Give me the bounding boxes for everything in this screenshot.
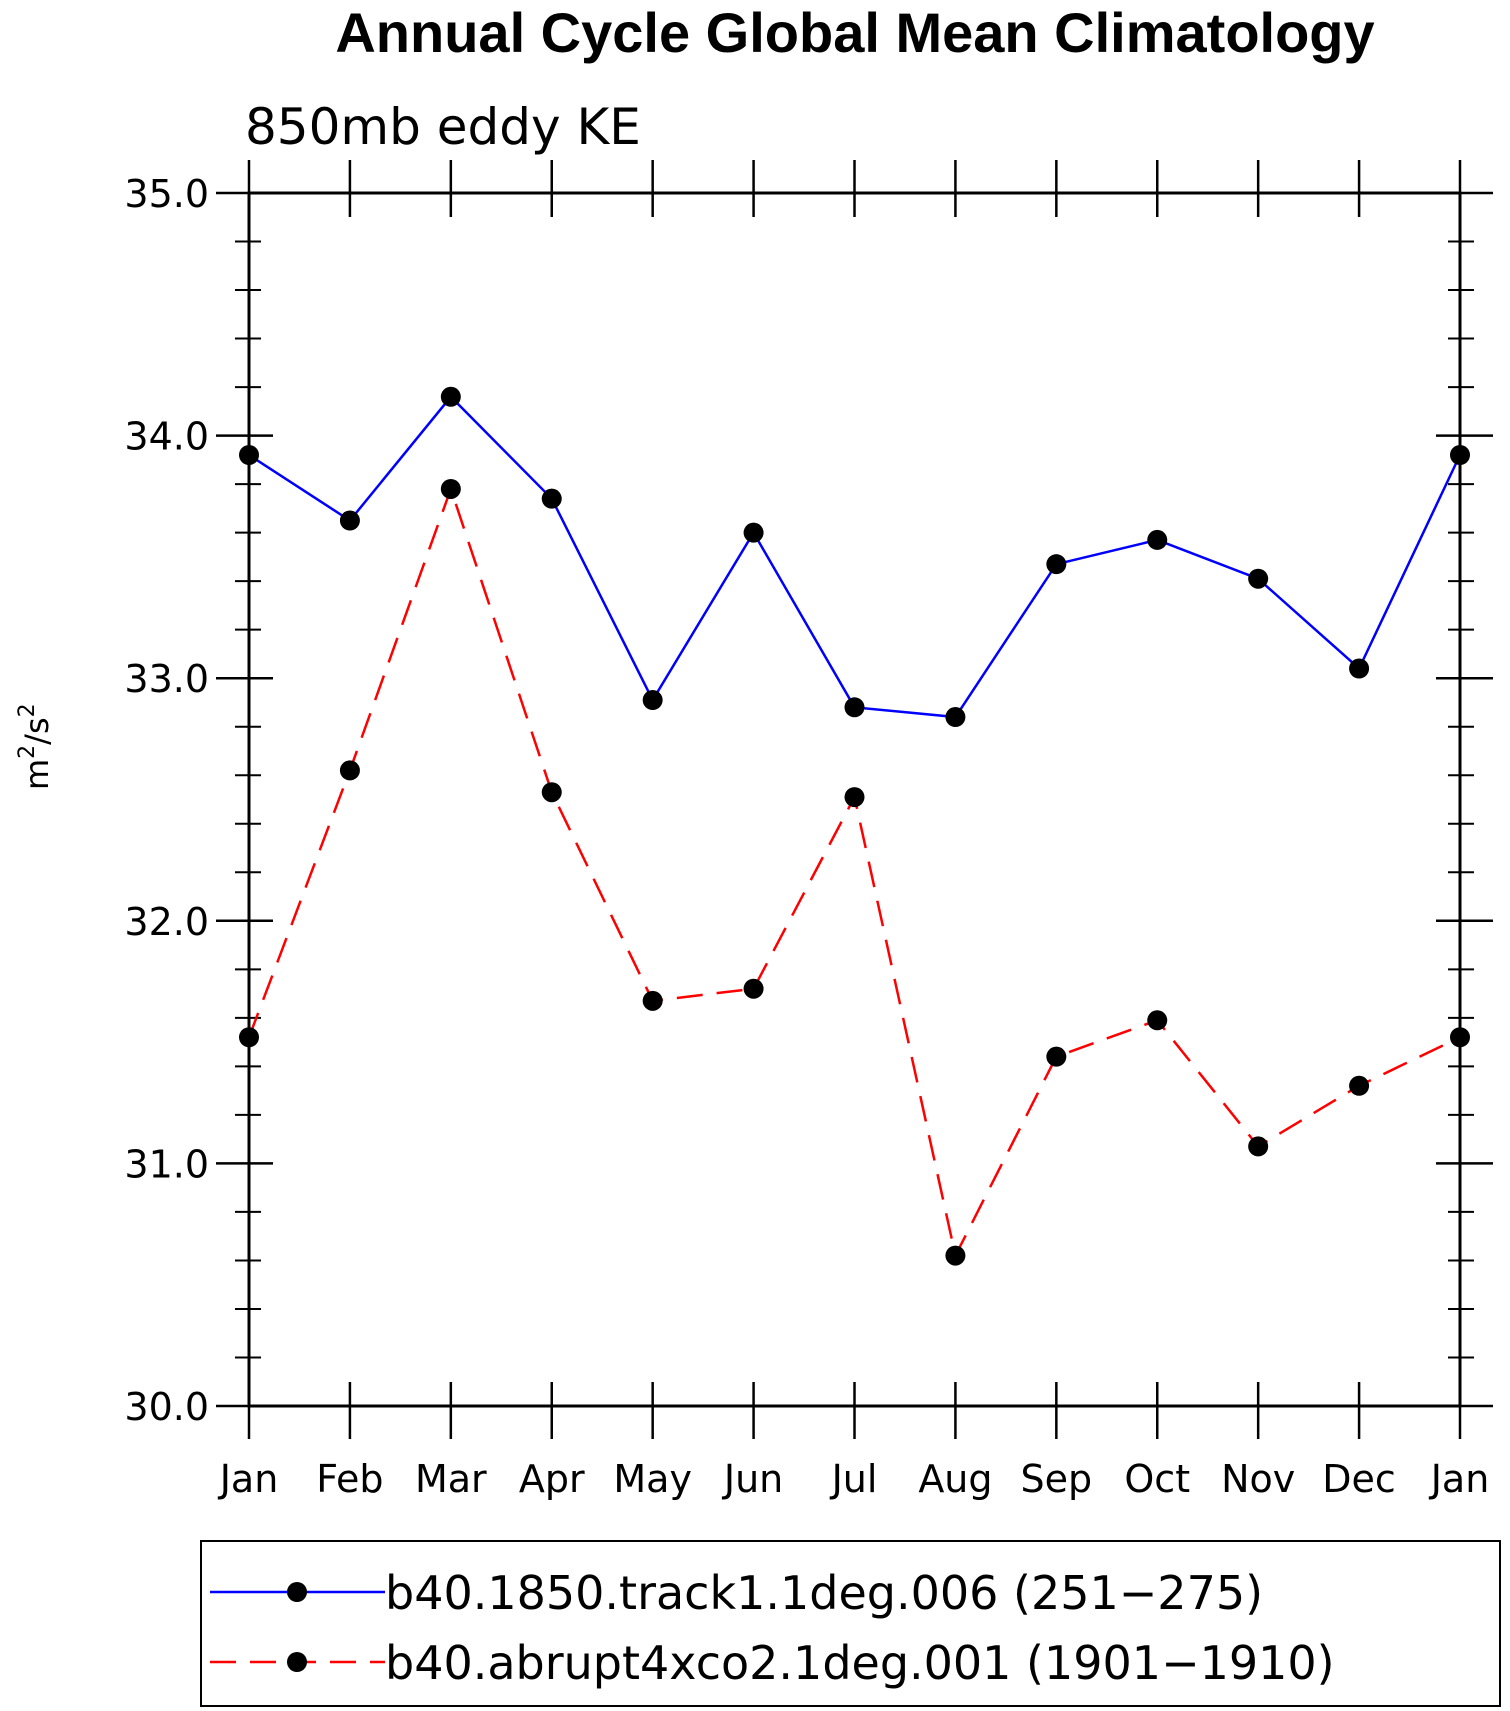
series-1-point [440, 386, 461, 407]
series-line-1 [248, 394, 1462, 719]
x-tick-label: Oct [1124, 1457, 1190, 1501]
series-line-2 [247, 485, 1461, 1260]
series-2-point [844, 787, 865, 808]
series-layer [239, 386, 1470, 1266]
x-tick-label: Aug [918, 1457, 992, 1501]
series-1-point [1046, 554, 1067, 575]
series-1-point [1248, 568, 1269, 589]
series-1-point [945, 707, 966, 728]
series-1-point [844, 697, 865, 718]
x-tick-label: Dec [1322, 1457, 1396, 1501]
legend: b40.1850.track1.1deg.006 (251−275) b40.ab… [210, 1566, 1335, 1690]
x-tick-label: Jul [830, 1457, 878, 1501]
y-tick-label: 31.0 [124, 1142, 209, 1186]
x-tick-label: Apr [519, 1457, 585, 1501]
series-2-point [339, 760, 360, 781]
y-axis-label-sup1: 2 [15, 745, 40, 759]
series-2-point [743, 978, 764, 999]
x-tick-label: Nov [1221, 1457, 1295, 1501]
series-2-point [945, 1245, 966, 1266]
x-tick-label: Sep [1021, 1457, 1093, 1501]
x-tick-label: Mar [415, 1457, 487, 1501]
axes: 30.0 31.0 32.0 33.0 34.0 35.0 Jan Feb Mar Apr May J… [124, 160, 1493, 1501]
series-1-point [743, 522, 764, 543]
y-axis-label-base: m [18, 759, 56, 790]
y-tick-label: 33.0 [124, 657, 209, 701]
series-2-point [642, 990, 663, 1011]
legend-marker-2 [287, 1652, 307, 1672]
series-1-point [1349, 658, 1370, 679]
chart-title: Annual Cycle Global Mean Climatology [335, 1, 1374, 64]
legend-marker-1 [287, 1582, 307, 1602]
y-tick-label: 34.0 [124, 415, 209, 459]
legend-label-2: b40.abrupt4xco2.1deg.001 (1901−1910) [385, 1636, 1335, 1690]
series-2-point [1046, 1046, 1067, 1067]
series-2-point [1147, 1010, 1168, 1031]
x-tick-label: Jan [218, 1457, 279, 1501]
series-1-point [239, 445, 259, 466]
series-1-point [339, 510, 360, 531]
x-tick-label: May [613, 1457, 692, 1501]
series-2-point [1349, 1075, 1370, 1096]
series-1-point [1147, 529, 1168, 550]
y-axis-label-mid: /s [18, 717, 56, 744]
series-2-point [541, 782, 562, 803]
series-2-point [1450, 1027, 1470, 1048]
y-axis-label-sup2: 2 [15, 703, 40, 717]
y-axis-label: m2/s2 [15, 703, 56, 790]
series-2-point [1248, 1136, 1269, 1157]
y-tick-label: 32.0 [124, 900, 209, 944]
series-2-point [440, 478, 461, 499]
y-tick-label: 35.0 [124, 172, 209, 216]
series-1-point [1450, 445, 1470, 466]
x-tick-label: Jun [722, 1457, 783, 1501]
series-1-point [642, 690, 663, 711]
series-2-point [239, 1027, 259, 1048]
x-tick-label: Feb [316, 1457, 383, 1501]
chart-subtitle: 850mb eddy KE [245, 98, 641, 156]
legend-label-1: b40.1850.track1.1deg.006 (251−275) [385, 1566, 1263, 1620]
y-tick-label: 30.0 [124, 1385, 209, 1429]
legend-box [200, 1540, 1501, 1707]
x-tick-label: Jan [1429, 1457, 1490, 1501]
series-1-point [541, 488, 562, 509]
